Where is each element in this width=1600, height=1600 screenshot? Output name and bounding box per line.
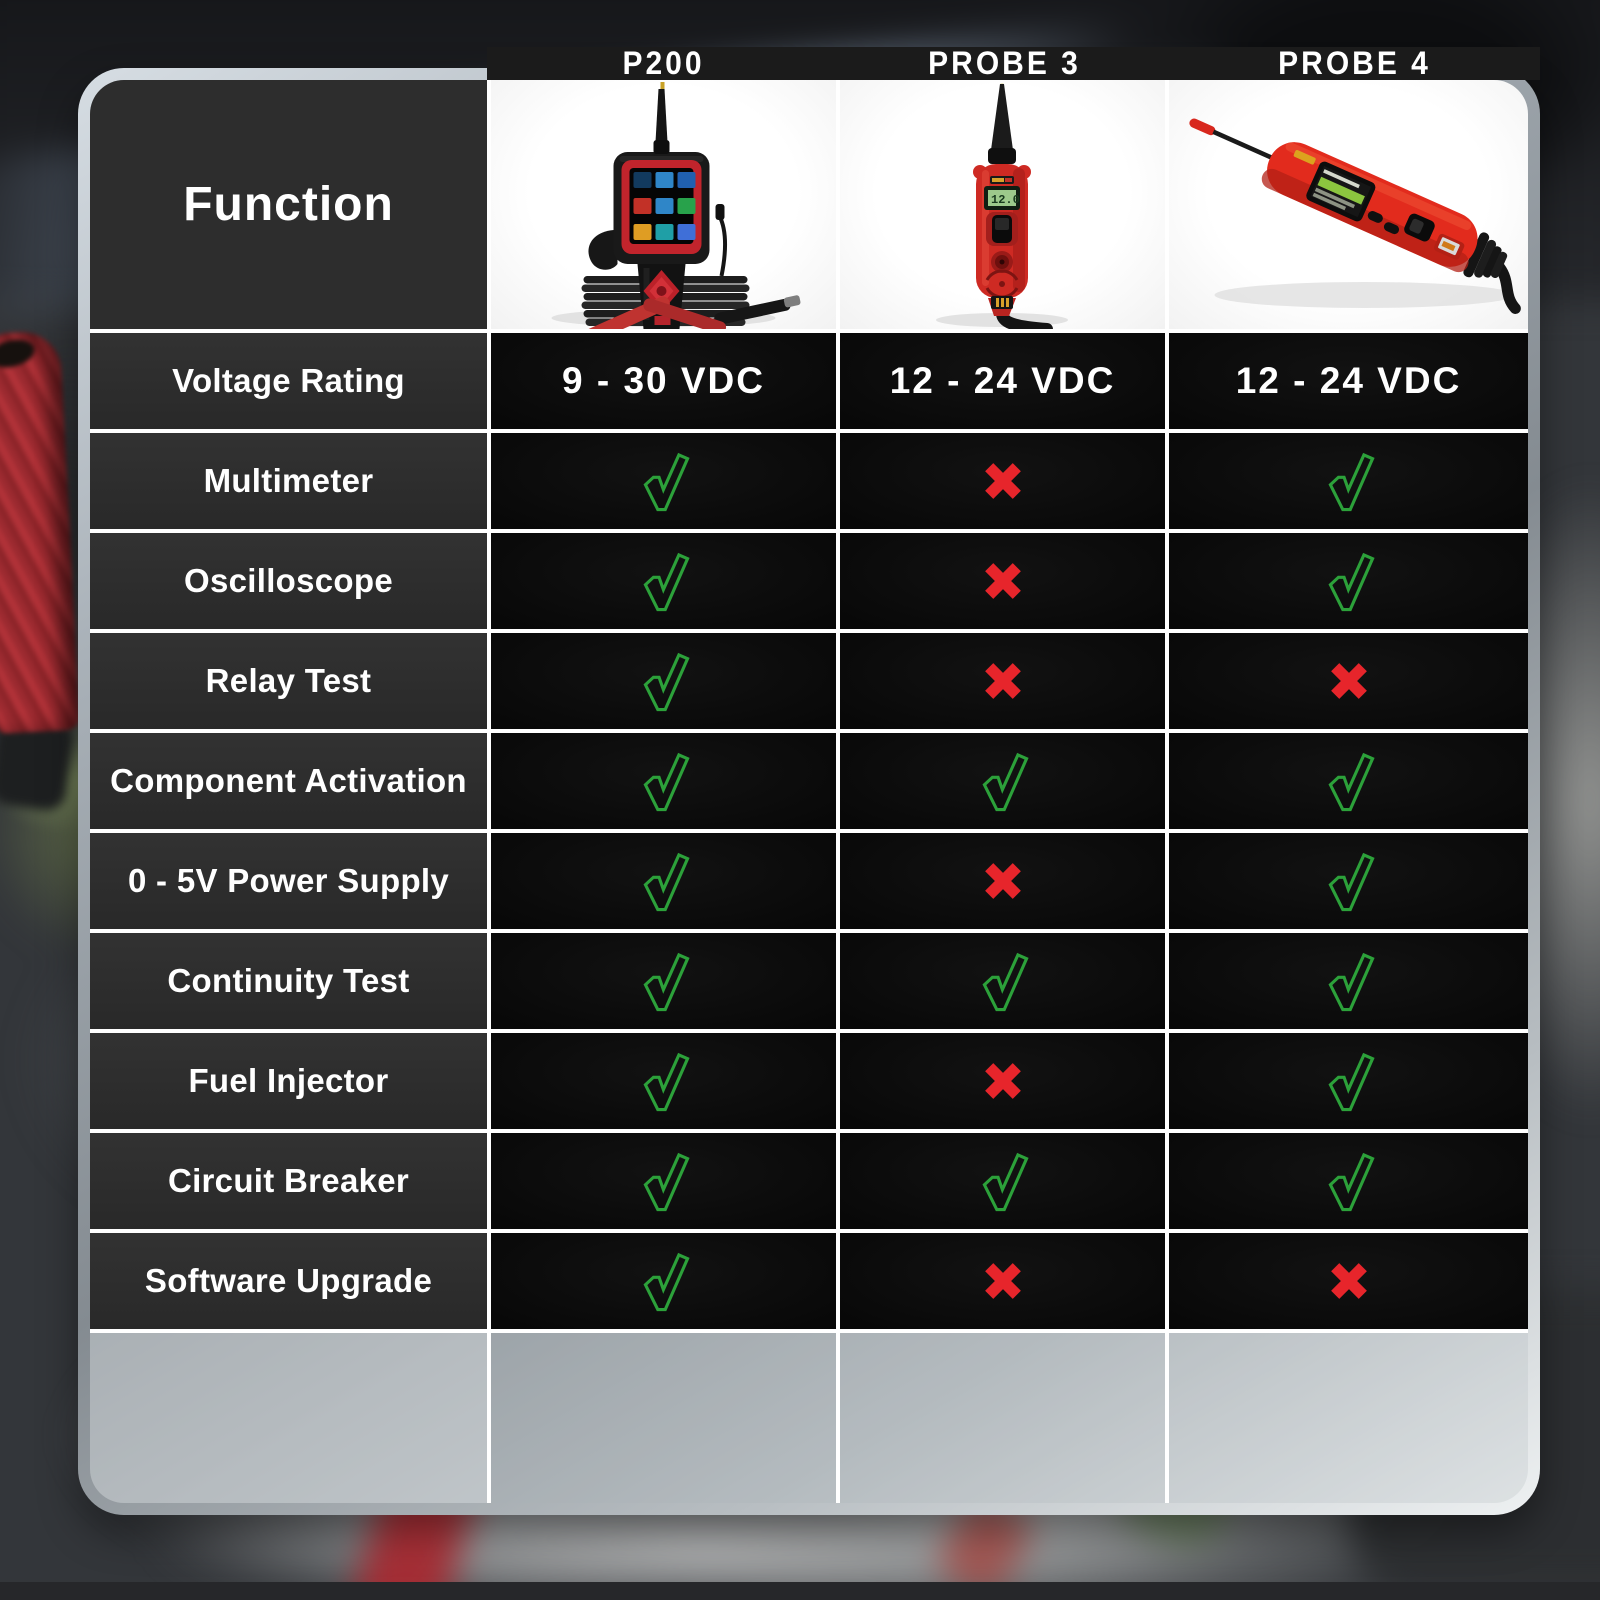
value-cell — [1169, 1133, 1528, 1233]
check-icon — [1327, 1052, 1375, 1112]
value-cell — [840, 933, 1169, 1033]
product-name-probe-3: PROBE 3 — [928, 45, 1081, 81]
empty-cell — [90, 1333, 491, 1503]
product-name-p200: P200 — [622, 45, 705, 81]
check-icon — [1327, 852, 1375, 912]
cross-icon — [984, 563, 1021, 599]
value-cell: 12 - 24 VDC — [1169, 333, 1528, 433]
value-cell — [491, 633, 840, 733]
cross-icon — [984, 1063, 1021, 1099]
check-icon — [642, 752, 690, 812]
cross-icon — [1330, 663, 1367, 699]
check-icon — [1327, 552, 1375, 612]
empty-cell — [840, 1333, 1169, 1503]
value-cell — [840, 633, 1169, 733]
row-label-relay-test: Relay Test — [90, 633, 491, 733]
row-label-multimeter: Multimeter — [90, 433, 491, 533]
check-icon — [642, 652, 690, 712]
empty-cell — [491, 1333, 840, 1503]
value-cell — [491, 1133, 840, 1233]
value-cell — [491, 433, 840, 533]
value-cell — [840, 733, 1169, 833]
value-cell — [840, 1133, 1169, 1233]
cross-icon — [984, 1263, 1021, 1299]
product-header-band: P200 PROBE 3 PROBE 4 — [487, 45, 1540, 81]
svg-text:12.0: 12.0 — [991, 193, 1020, 207]
bottom-dark-strip — [0, 1582, 1600, 1600]
value-cell — [840, 833, 1169, 933]
value-cell — [1169, 633, 1528, 733]
check-icon — [981, 1152, 1029, 1212]
value-cell — [1169, 533, 1528, 633]
check-icon — [1327, 452, 1375, 512]
value-cell — [1169, 1233, 1528, 1333]
comparison-grid: Function — [90, 80, 1528, 1503]
check-icon — [1327, 1152, 1375, 1212]
check-icon — [642, 952, 690, 1012]
row-label-oscilloscope: Oscilloscope — [90, 533, 491, 633]
value-cell: 9 - 30 VDC — [491, 333, 840, 433]
value-cell — [1169, 1033, 1528, 1133]
product-name-probe-4: PROBE 4 — [1278, 45, 1431, 81]
value-cell — [840, 433, 1169, 533]
value-cell — [1169, 933, 1528, 1033]
value-cell — [1169, 833, 1528, 933]
row-label-0-5v-power-supply: 0 - 5V Power Supply — [90, 833, 491, 933]
value-cell — [491, 1233, 840, 1333]
value-cell: 12 - 24 VDC — [840, 333, 1169, 433]
value-cell — [840, 1033, 1169, 1133]
value-cell — [840, 1233, 1169, 1333]
cross-icon — [984, 863, 1021, 899]
row-label-fuel-injector: Fuel Injector — [90, 1033, 491, 1133]
check-icon — [642, 1152, 690, 1212]
screen-app-icons — [633, 172, 696, 240]
value-cell — [840, 533, 1169, 633]
probe-3-product-image: 12.0 — [840, 80, 1169, 333]
value-cell — [491, 933, 840, 1033]
cross-icon — [1330, 1263, 1367, 1299]
probe-4-product-image — [1169, 80, 1528, 333]
check-icon — [642, 452, 690, 512]
value-cell — [491, 733, 840, 833]
check-icon — [642, 1252, 690, 1312]
check-icon — [642, 852, 690, 912]
comparison-table: Function — [78, 68, 1540, 1515]
check-icon — [642, 552, 690, 612]
p200-product-image — [491, 80, 840, 333]
row-label-circuit-breaker: Circuit Breaker — [90, 1133, 491, 1233]
cross-icon — [984, 663, 1021, 699]
cross-icon — [984, 463, 1021, 499]
value-cell — [1169, 433, 1528, 533]
row-label-component-activation: Component Activation — [90, 733, 491, 833]
value-cell — [491, 533, 840, 633]
value-cell — [491, 833, 840, 933]
value-cell — [1169, 733, 1528, 833]
empty-cell — [1169, 1333, 1528, 1503]
row-label-voltage-rating: Voltage Rating — [90, 333, 491, 433]
value-cell — [491, 1033, 840, 1133]
row-label-software-upgrade: Software Upgrade — [90, 1233, 491, 1333]
check-icon — [1327, 952, 1375, 1012]
function-header: Function — [90, 80, 491, 333]
check-icon — [981, 952, 1029, 1012]
check-icon — [642, 1052, 690, 1112]
check-icon — [1327, 752, 1375, 812]
row-label-continuity-test: Continuity Test — [90, 933, 491, 1033]
check-icon — [981, 752, 1029, 812]
